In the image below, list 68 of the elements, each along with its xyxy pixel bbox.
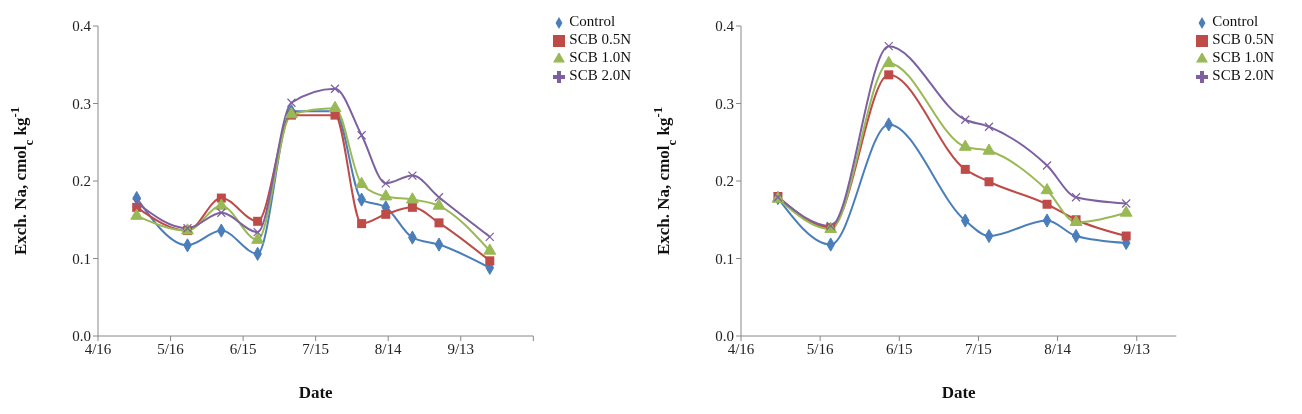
- y-tick-label: 0.4: [715, 18, 735, 35]
- point: [483, 243, 497, 255]
- point: [214, 198, 228, 210]
- legend-label: Control: [1212, 13, 1259, 29]
- point: [884, 41, 894, 51]
- point: [330, 84, 340, 94]
- y-tick-label: 0.1: [72, 250, 91, 267]
- point: [216, 208, 226, 218]
- y-tick-label: 0.2: [715, 173, 734, 190]
- y-tick-label: 0.2: [72, 173, 91, 190]
- point: [960, 115, 970, 125]
- point: [357, 130, 367, 140]
- x-axis-title: Date: [941, 383, 977, 402]
- legend-label: SCB 0.5N: [569, 31, 631, 47]
- x-tick-label: 9/13: [1123, 340, 1151, 357]
- x-tick-label: 5/16: [806, 340, 834, 357]
- point: [432, 198, 446, 210]
- x-tick-label: 8/14: [374, 340, 403, 357]
- legend-label: SCB 0.5N: [1212, 31, 1274, 47]
- point: [434, 218, 444, 228]
- y-tick-label: 0.4: [72, 18, 92, 35]
- point: [958, 139, 972, 151]
- point: [132, 198, 142, 208]
- x-tick-label: 6/15: [229, 340, 257, 357]
- point: [1042, 199, 1052, 209]
- point: [328, 100, 342, 113]
- point: [1119, 205, 1133, 217]
- y-tick-label: 0.3: [715, 95, 734, 112]
- x-tick-label: 6/15: [885, 340, 913, 357]
- x-axis-title: Date: [298, 383, 334, 402]
- point: [1042, 160, 1052, 171]
- point: [1121, 231, 1131, 241]
- point: [381, 178, 391, 188]
- legend-label: Control: [569, 13, 616, 29]
- point: [253, 227, 263, 237]
- point: [984, 177, 994, 187]
- x-tick-label: 7/15: [965, 340, 992, 357]
- legend-label: SCB 2.0N: [1212, 67, 1274, 83]
- y-tick-label: 0.3: [72, 95, 91, 112]
- point: [485, 232, 495, 242]
- point: [1040, 183, 1054, 195]
- point: [379, 189, 393, 201]
- point: [381, 209, 391, 219]
- point: [130, 208, 144, 220]
- legend-label: SCB 1.0N: [569, 49, 631, 65]
- point: [406, 192, 419, 204]
- point: [485, 256, 495, 266]
- point: [355, 176, 368, 188]
- point: [1121, 198, 1131, 209]
- point: [982, 143, 996, 155]
- legend-label: SCB 2.0N: [569, 67, 631, 83]
- point: [286, 98, 297, 108]
- y-tick-label: 0.1: [715, 250, 734, 267]
- point: [960, 164, 970, 174]
- x-tick-label: 5/16: [157, 340, 185, 357]
- point: [253, 216, 263, 226]
- point: [407, 170, 417, 181]
- point: [884, 70, 894, 80]
- point: [882, 55, 896, 68]
- x-tick-label: 9/13: [447, 340, 475, 357]
- x-tick-label: 8/14: [1044, 340, 1072, 357]
- legend-label: SCB 1.0N: [1212, 49, 1274, 65]
- point: [251, 232, 264, 244]
- point: [434, 192, 444, 202]
- point: [357, 219, 367, 229]
- point: [1071, 192, 1081, 202]
- x-tick-label: 7/15: [302, 340, 329, 357]
- point: [984, 122, 994, 132]
